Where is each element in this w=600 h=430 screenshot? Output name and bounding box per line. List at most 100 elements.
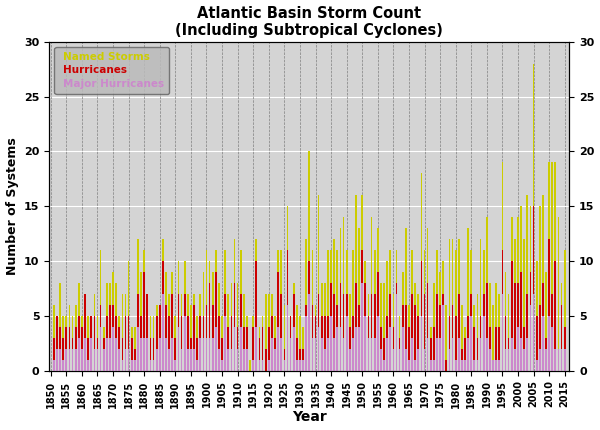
Bar	[296, 360, 298, 371]
Bar	[415, 360, 416, 371]
Bar	[106, 338, 107, 371]
Bar	[75, 327, 77, 371]
Bar	[212, 272, 214, 371]
Bar	[109, 305, 111, 371]
Bar	[143, 338, 145, 371]
Bar	[539, 349, 541, 371]
Bar	[72, 338, 73, 371]
Bar	[564, 327, 566, 371]
Bar	[293, 327, 295, 371]
Bar	[340, 283, 341, 371]
Bar	[256, 239, 257, 371]
Bar	[227, 294, 229, 371]
Bar	[268, 360, 269, 371]
Bar	[455, 250, 457, 371]
Bar	[330, 283, 332, 371]
Bar	[499, 327, 500, 371]
Bar	[162, 294, 164, 371]
Bar	[215, 327, 217, 371]
Bar	[268, 294, 269, 371]
Bar	[476, 360, 478, 371]
Bar	[115, 316, 117, 371]
Bar	[196, 316, 198, 371]
Bar	[557, 349, 559, 371]
Bar	[287, 305, 289, 371]
Bar	[511, 338, 512, 371]
Bar	[243, 327, 245, 371]
Bar	[389, 327, 391, 371]
Bar	[411, 250, 413, 371]
Bar	[299, 316, 301, 371]
Bar	[140, 338, 142, 371]
Bar	[87, 338, 89, 371]
Bar	[131, 360, 133, 371]
Bar	[530, 206, 531, 371]
Bar	[131, 327, 133, 371]
Bar	[293, 294, 295, 371]
Bar	[383, 338, 385, 371]
Bar	[542, 283, 544, 371]
Bar	[128, 316, 130, 371]
Bar	[340, 327, 341, 371]
Bar	[352, 316, 354, 371]
Bar	[427, 338, 428, 371]
Bar	[358, 327, 360, 371]
Bar	[172, 272, 173, 371]
Bar	[78, 283, 80, 371]
Bar	[62, 360, 64, 371]
Bar	[227, 349, 229, 371]
Bar	[78, 316, 80, 371]
Bar	[165, 305, 167, 371]
Bar	[237, 327, 238, 371]
Bar	[433, 327, 435, 371]
Bar	[439, 272, 441, 371]
Bar	[290, 316, 292, 371]
Bar	[436, 294, 438, 371]
Bar	[152, 316, 154, 371]
Bar	[452, 239, 454, 371]
Bar	[128, 349, 130, 371]
Bar	[265, 349, 266, 371]
Bar	[561, 305, 562, 371]
Bar	[249, 360, 251, 371]
Bar	[262, 327, 263, 371]
Bar	[212, 305, 214, 371]
Bar	[125, 316, 127, 371]
Bar	[542, 316, 544, 371]
Bar	[502, 163, 503, 371]
Bar	[499, 294, 500, 371]
Bar	[274, 349, 276, 371]
Bar	[433, 283, 435, 371]
Bar	[427, 228, 428, 371]
Bar	[305, 239, 307, 371]
Bar	[243, 294, 245, 371]
Bar	[415, 283, 416, 371]
Bar	[274, 316, 276, 371]
Bar	[299, 349, 301, 371]
Bar	[358, 228, 360, 371]
Bar	[68, 327, 70, 371]
Bar	[554, 349, 556, 371]
Bar	[134, 327, 136, 371]
Bar	[65, 349, 67, 371]
Bar	[302, 360, 304, 371]
Bar	[405, 349, 407, 371]
Bar	[561, 283, 562, 371]
Bar	[293, 283, 295, 371]
Bar	[94, 316, 95, 371]
Bar	[392, 349, 394, 371]
Bar	[112, 305, 114, 371]
Bar	[56, 316, 58, 371]
Bar	[243, 349, 245, 371]
Bar	[346, 294, 347, 371]
Bar	[175, 360, 176, 371]
Bar	[467, 316, 469, 371]
Bar	[162, 239, 164, 371]
Bar	[470, 250, 472, 371]
Bar	[81, 349, 83, 371]
Bar	[530, 272, 531, 371]
Bar	[296, 305, 298, 371]
Bar	[452, 338, 454, 371]
Bar	[502, 250, 503, 371]
Bar	[551, 327, 553, 371]
